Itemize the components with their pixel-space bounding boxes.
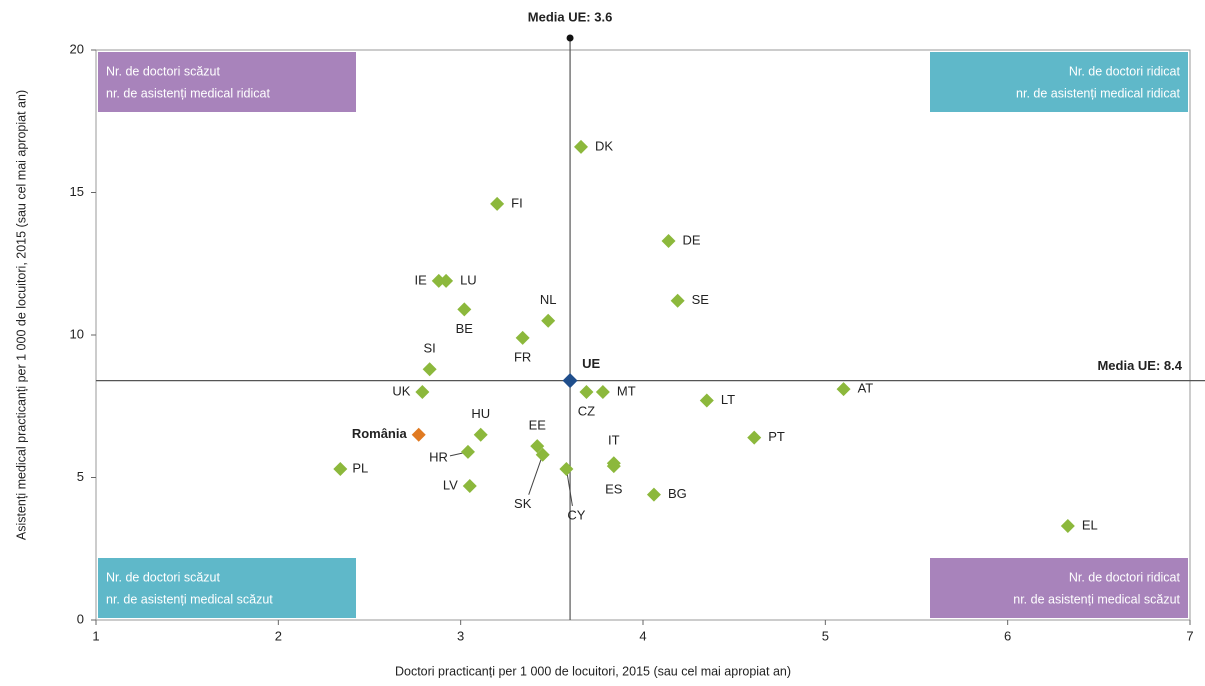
point-label: MT xyxy=(617,383,636,398)
point xyxy=(460,444,475,459)
point xyxy=(473,427,488,442)
point-label: ES xyxy=(605,482,623,497)
point xyxy=(439,273,454,288)
quadrant-box xyxy=(930,52,1188,112)
point-label: LV xyxy=(443,477,458,492)
quadrant-text: nr. de asistenți medical ridicat xyxy=(1016,86,1180,100)
quadrant-text: Nr. de doctori ridicat xyxy=(1069,570,1181,584)
point xyxy=(457,302,472,317)
point-label: DK xyxy=(595,138,613,153)
point xyxy=(562,373,578,389)
point xyxy=(490,196,505,211)
point-label: CY xyxy=(567,507,585,522)
point xyxy=(595,385,610,399)
quadrant-text: Nr. de doctori scăzut xyxy=(106,64,220,78)
point xyxy=(646,487,661,502)
point-label: HR xyxy=(429,449,448,464)
point-label: NL xyxy=(540,292,557,307)
x-tick-label: 1 xyxy=(92,628,99,643)
point-label: SE xyxy=(692,292,710,307)
point xyxy=(431,273,446,288)
x-axis-title: Doctori practicanți per 1 000 de locuito… xyxy=(395,664,791,678)
y-tick-label: 0 xyxy=(77,611,84,626)
point-label: FR xyxy=(514,349,531,364)
quadrant-text: nr. de asistenți medical scăzut xyxy=(106,592,273,606)
quadrant-text: Nr. de doctori ridicat xyxy=(1069,64,1181,78)
quadrant-text: nr. de asistenți medical ridicat xyxy=(106,86,270,100)
y-tick-label: 20 xyxy=(70,41,84,56)
point xyxy=(462,479,477,494)
point xyxy=(606,459,621,474)
point-label: PT xyxy=(768,429,785,444)
point xyxy=(411,427,426,442)
point xyxy=(747,430,762,445)
leader-line xyxy=(528,454,544,495)
quadrant-text: Nr. de doctori scăzut xyxy=(106,570,220,584)
x-tick-label: 3 xyxy=(457,628,464,643)
point-label: HU xyxy=(471,406,490,421)
point-label: UE xyxy=(582,356,600,371)
point-label: EL xyxy=(1082,517,1098,532)
point xyxy=(415,385,430,399)
point xyxy=(836,382,851,397)
point-label: România xyxy=(352,426,408,441)
x-tick-label: 4 xyxy=(639,628,646,643)
point xyxy=(530,439,545,454)
y-axis-title: Asistenți medical practicanți per 1 000 … xyxy=(14,90,28,540)
x-tick-label: 5 xyxy=(822,628,829,643)
point-label: IE xyxy=(414,272,427,287)
point-label: AT xyxy=(858,381,874,396)
point xyxy=(574,139,589,154)
point xyxy=(1060,518,1075,533)
quadrant-box xyxy=(930,558,1188,618)
point-label: BE xyxy=(456,321,474,336)
point-label: LU xyxy=(460,272,477,287)
point xyxy=(422,362,437,377)
point-label: PL xyxy=(352,460,368,475)
mean-x-label: Media UE: 3.6 xyxy=(528,9,613,24)
point xyxy=(333,461,348,476)
point xyxy=(579,385,594,399)
point-label: FI xyxy=(511,195,523,210)
plot-frame xyxy=(95,49,1191,621)
y-tick-label: 10 xyxy=(70,326,84,341)
point-label: EE xyxy=(529,418,547,433)
point xyxy=(699,393,714,408)
point-label: IT xyxy=(608,433,620,448)
point xyxy=(535,447,550,462)
y-tick-label: 5 xyxy=(77,469,84,484)
point-label: SI xyxy=(424,341,436,356)
point-label: SK xyxy=(514,496,532,511)
quadrant-box xyxy=(98,558,356,618)
point xyxy=(559,461,574,476)
x-tick-label: 2 xyxy=(275,628,282,643)
point-label: UK xyxy=(392,383,410,398)
x-tick-label: 7 xyxy=(1186,628,1193,643)
point-label: DE xyxy=(683,232,701,247)
quadrant-box xyxy=(98,52,356,112)
mean-x-dot xyxy=(566,34,574,42)
point xyxy=(541,313,556,328)
quadrant-text: nr. de asistenți medical scăzut xyxy=(1013,592,1180,606)
y-tick-label: 15 xyxy=(70,184,84,199)
x-tick-label: 6 xyxy=(1004,628,1011,643)
point-label: CZ xyxy=(578,403,595,418)
leader-line xyxy=(565,468,573,507)
point xyxy=(515,330,530,345)
point-label: BG xyxy=(668,486,687,501)
mean-y-label: Media UE: 8.4 xyxy=(1097,358,1182,373)
point xyxy=(670,293,685,308)
point xyxy=(661,233,676,248)
point-label: LT xyxy=(721,392,735,407)
